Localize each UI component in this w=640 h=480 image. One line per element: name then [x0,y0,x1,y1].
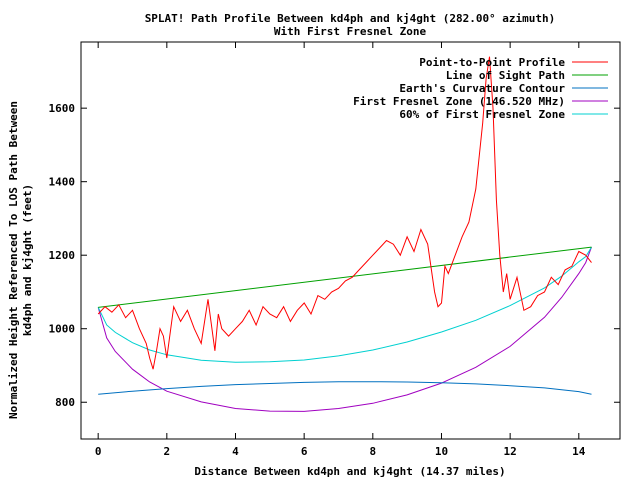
chart-title: SPLAT! Path Profile Between kd4ph and kj… [145,12,556,25]
legend-label: Point-to-Point Profile [419,56,565,69]
x-tick-label: 12 [504,445,517,458]
chart-subtitle: With First Fresnel Zone [274,25,427,38]
legend-label: Line of Sight Path [446,69,565,82]
x-tick-label: 2 [164,445,171,458]
x-tick-label: 0 [95,445,102,458]
x-tick-label: 10 [435,445,448,458]
x-tick-label: 14 [572,445,586,458]
y-tick-label: 1400 [49,176,76,189]
series-layer [97,56,592,412]
y-tick-label: 800 [55,396,75,409]
x-axis-label: Distance Between kd4ph and kj4ght (14.37… [194,465,505,478]
series-line-0 [97,56,592,370]
plot-frame [80,41,621,440]
series-line-3 [97,246,592,412]
y-axis-label-line1: Normalized Height Referenced To LOS Path… [7,101,20,419]
x-tick-label: 8 [370,445,377,458]
series-line-4 [97,246,592,363]
y-tick-label: 1000 [49,323,76,336]
series-line-1 [98,246,592,308]
x-tick-label: 6 [301,445,308,458]
legend-label: Earth's Curvature Contour [399,82,565,95]
legend-label: 60% of First Fresnel Zone [399,108,565,121]
axis-ticks: 0 2 4 6 8 10 12 14 800 1000 1200 1400 1600 [49,42,620,458]
y-tick-label: 1200 [49,249,76,262]
series-line-2 [98,381,592,395]
y-axis-label-line2: kd4ph and kj4ght (feet) [21,184,34,336]
legend-label: First Fresnel Zone (146.520 MHz) [353,95,565,108]
x-tick-label: 4 [232,445,239,458]
y-tick-label: 1600 [49,102,76,115]
